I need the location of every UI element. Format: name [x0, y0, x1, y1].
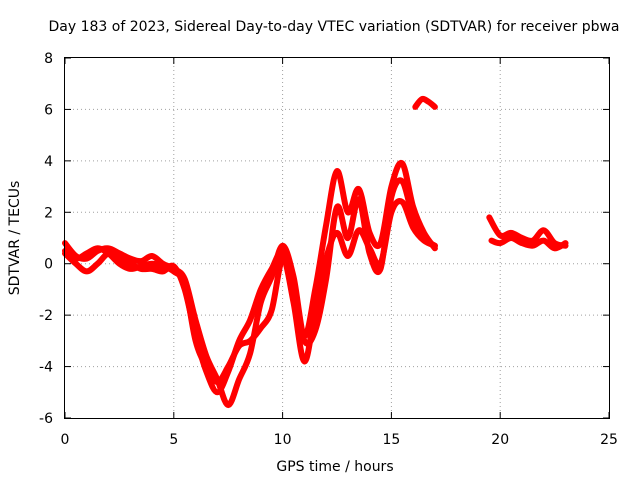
chart-title: Day 183 of 2023, Sidereal Day-to-day VTE…: [48, 19, 619, 35]
y-tick-label: 2: [44, 205, 53, 221]
series-track-e: [486, 214, 569, 249]
x-tick-label: 25: [600, 432, 618, 448]
x-tick-label: 20: [491, 432, 509, 448]
plot-frame: [64, 57, 610, 419]
y-tick-label: 8: [44, 51, 53, 67]
y-tick-label: 6: [44, 102, 53, 118]
series-track-c: [62, 177, 438, 385]
x-axis-title: GPS time / hours: [276, 459, 393, 475]
y-axis-title: SDTVAR / TECUs: [7, 181, 23, 296]
y-tick-label: -2: [39, 308, 53, 324]
x-axis-ticks: 0 5 10 15 20 25: [61, 58, 618, 448]
y-axis-ticks: -6 -4 -2 0 2 4 6 8: [39, 51, 609, 427]
x-tick-label: 0: [61, 432, 70, 448]
series-track-d: [412, 95, 438, 110]
data-series: [62, 95, 569, 409]
x-tick-label: 5: [169, 432, 178, 448]
y-tick-label: -6: [39, 411, 53, 427]
y-tick-label: 0: [44, 257, 53, 273]
series-track-f: [488, 235, 569, 252]
x-tick-label: 10: [274, 432, 292, 448]
y-tick-label: -4: [39, 360, 53, 376]
series-track-b: [62, 198, 438, 396]
y-tick-label: 4: [44, 154, 53, 170]
series-track-a: [62, 159, 438, 409]
x-tick-label: 15: [382, 432, 400, 448]
